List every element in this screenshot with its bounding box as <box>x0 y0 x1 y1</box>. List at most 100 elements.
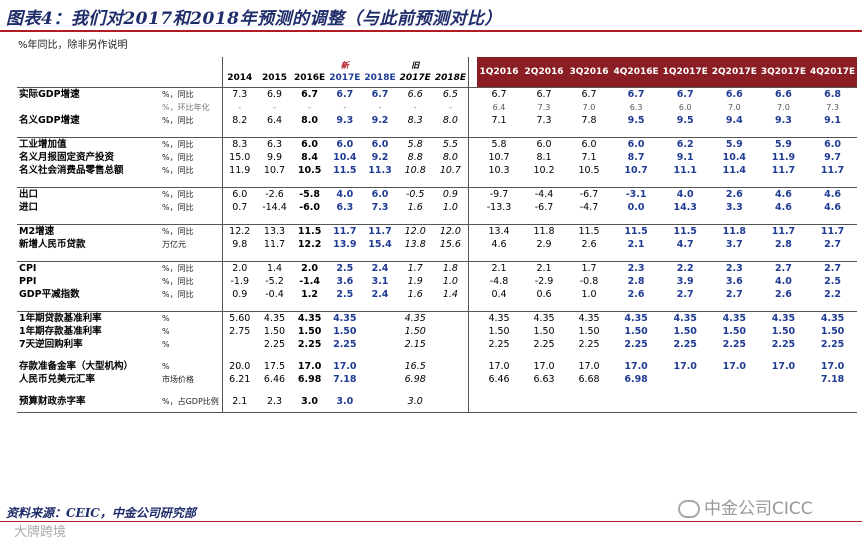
cell: 6.7 <box>566 87 612 101</box>
cell: 2.25 <box>624 339 648 350</box>
cell: 2.15 <box>404 339 426 350</box>
cell: 2.6 <box>581 239 597 250</box>
cell: 1.50 <box>820 326 845 337</box>
cell: 0.9 <box>442 189 458 200</box>
year-header: 2018E <box>364 73 396 83</box>
cell: 4.35 <box>533 313 555 324</box>
cell: -0.4 <box>265 289 284 300</box>
cell: 11.8 <box>722 226 747 237</box>
cell <box>433 395 469 408</box>
cell <box>433 373 469 386</box>
cell: 2.25 <box>578 339 600 350</box>
row-label: 7天逆回购利率 <box>19 339 83 350</box>
cell <box>221 338 257 351</box>
table-row: 1年期存款基准利率% 2.75 1.50 1.50 1.50 1.50 1.50 1.50 1.… <box>17 325 857 338</box>
cell <box>661 395 710 408</box>
cell <box>567 395 612 408</box>
cell: 7.3 <box>536 115 552 126</box>
cell: - <box>378 103 382 112</box>
cell: 4.6 <box>775 202 792 213</box>
row-unit: %，环比年化 <box>162 103 210 112</box>
cell: 6.7 <box>660 87 710 101</box>
table-row: CPI %，同比 2.0 1.4 2.0 2.5 2.4 1.7 1.8 2.1 2.1 1.7 2.3… <box>17 261 857 275</box>
forecast-table: 2014 2015 2016E 新 2017E 2018E 旧 2017E 2018E 1… <box>17 57 858 413</box>
cell: 2.7 <box>676 289 694 300</box>
quarter-header: 3Q2016 <box>566 57 612 88</box>
cell: 0.0 <box>627 202 645 213</box>
row-unit: 万亿元 <box>162 240 186 249</box>
cell: 8.0 <box>442 152 458 163</box>
cell: 2.7 <box>824 263 841 274</box>
cell: 4.35 <box>673 313 697 324</box>
cell: 12.0 <box>439 226 461 237</box>
cell: 6.8 <box>808 87 858 101</box>
table-row: 进口 %，同比 0.7 -14.4 -6.0 6.3 7.3 1.6 1.0 -13.3 -6.7 -… <box>17 201 857 214</box>
cell: 6.0 <box>627 139 645 150</box>
cell: 1.0 <box>442 276 458 287</box>
row-label: 实际GDP增速 <box>17 87 160 101</box>
cell: - <box>413 103 417 112</box>
cell: 2.9 <box>536 239 552 250</box>
cell: 11.9 <box>771 152 796 163</box>
cell: 11.5 <box>673 226 697 237</box>
cell: 1.9 <box>407 276 423 287</box>
cell: 6.7 <box>521 87 567 101</box>
cell: 2.25 <box>722 339 747 350</box>
cell: 6.5 <box>432 87 469 101</box>
cell: 2.8 <box>775 239 792 250</box>
cell: 10.7 <box>488 152 510 163</box>
cell: 17.0 <box>333 361 357 372</box>
watermark-cicc: 中金公司CICC <box>678 494 813 519</box>
cell: 9.3 <box>775 115 792 126</box>
cell: 6.9 <box>257 87 292 101</box>
cell: 2.6 <box>725 189 743 200</box>
cell: 6.3 <box>629 103 643 112</box>
cell: 12.0 <box>404 226 426 237</box>
cell: 6.46 <box>263 374 286 385</box>
cell: 9.1 <box>824 115 841 126</box>
cell: -4.7 <box>579 202 599 213</box>
cell: 4.35 <box>578 313 600 324</box>
cell: 6.0 <box>371 189 389 200</box>
cell: 3.0 <box>301 396 319 407</box>
cell: -9.7 <box>489 189 509 200</box>
row-unit: %，同比 <box>162 190 194 199</box>
wechat-icon <box>678 500 700 518</box>
row-unit: % <box>162 314 170 323</box>
cell: 7.3 <box>826 103 839 112</box>
cell: 2.8 <box>627 276 645 287</box>
cell: 17.0 <box>578 361 600 372</box>
table-row: PPI %，同比 -1.9 -5.2 -1.4 3.6 3.1 1.9 1.0 -4.8 -2.9 -… <box>17 275 857 288</box>
cell: 15.4 <box>368 239 392 250</box>
cell: 2.5 <box>336 289 354 300</box>
cell: 2.1 <box>536 263 552 274</box>
year-header: 2018E <box>434 73 467 83</box>
cell: 9.2 <box>371 115 389 126</box>
cell: 8.3 <box>221 137 257 151</box>
row-label: PPI <box>19 276 37 287</box>
cell: 2.25 <box>771 339 796 350</box>
cell: 3.1 <box>371 276 389 287</box>
cell: 7.1 <box>581 152 597 163</box>
cell: 8.0 <box>442 115 458 126</box>
cell: 7.0 <box>582 103 596 112</box>
quarter-header: 4Q2017E <box>808 57 858 88</box>
cell: 1.0 <box>581 289 597 300</box>
cell: 6.2 <box>676 139 694 150</box>
cell <box>612 395 661 408</box>
cell: 11.9 <box>221 164 257 177</box>
cell: 1.50 <box>533 326 555 337</box>
table-row: 名义月报固定资产投资 %，同比 15.0 9.9 8.4 10.4 9.2 8.8 8.0 10.… <box>17 151 857 164</box>
row-unit: %，同比 <box>162 116 194 125</box>
cell: 11.7 <box>820 226 845 237</box>
cell: 1.50 <box>488 326 510 337</box>
subtitle: %年同比，除非另作说明 <box>18 40 128 51</box>
cell: 2.25 <box>263 339 286 350</box>
cell: 9.3 <box>336 115 354 126</box>
cell: 2.4 <box>371 263 389 274</box>
cell: 6.0 <box>301 139 319 150</box>
cell: 7.18 <box>333 374 357 385</box>
table-row: 名义GDP增速 %，同比 8.2 6.4 8.0 9.3 9.2 8.3 8.0 7.1 7.3 7.… <box>17 114 857 127</box>
cell: 4.35 <box>488 313 510 324</box>
row-label: 预算财政赤字率 <box>19 396 86 407</box>
